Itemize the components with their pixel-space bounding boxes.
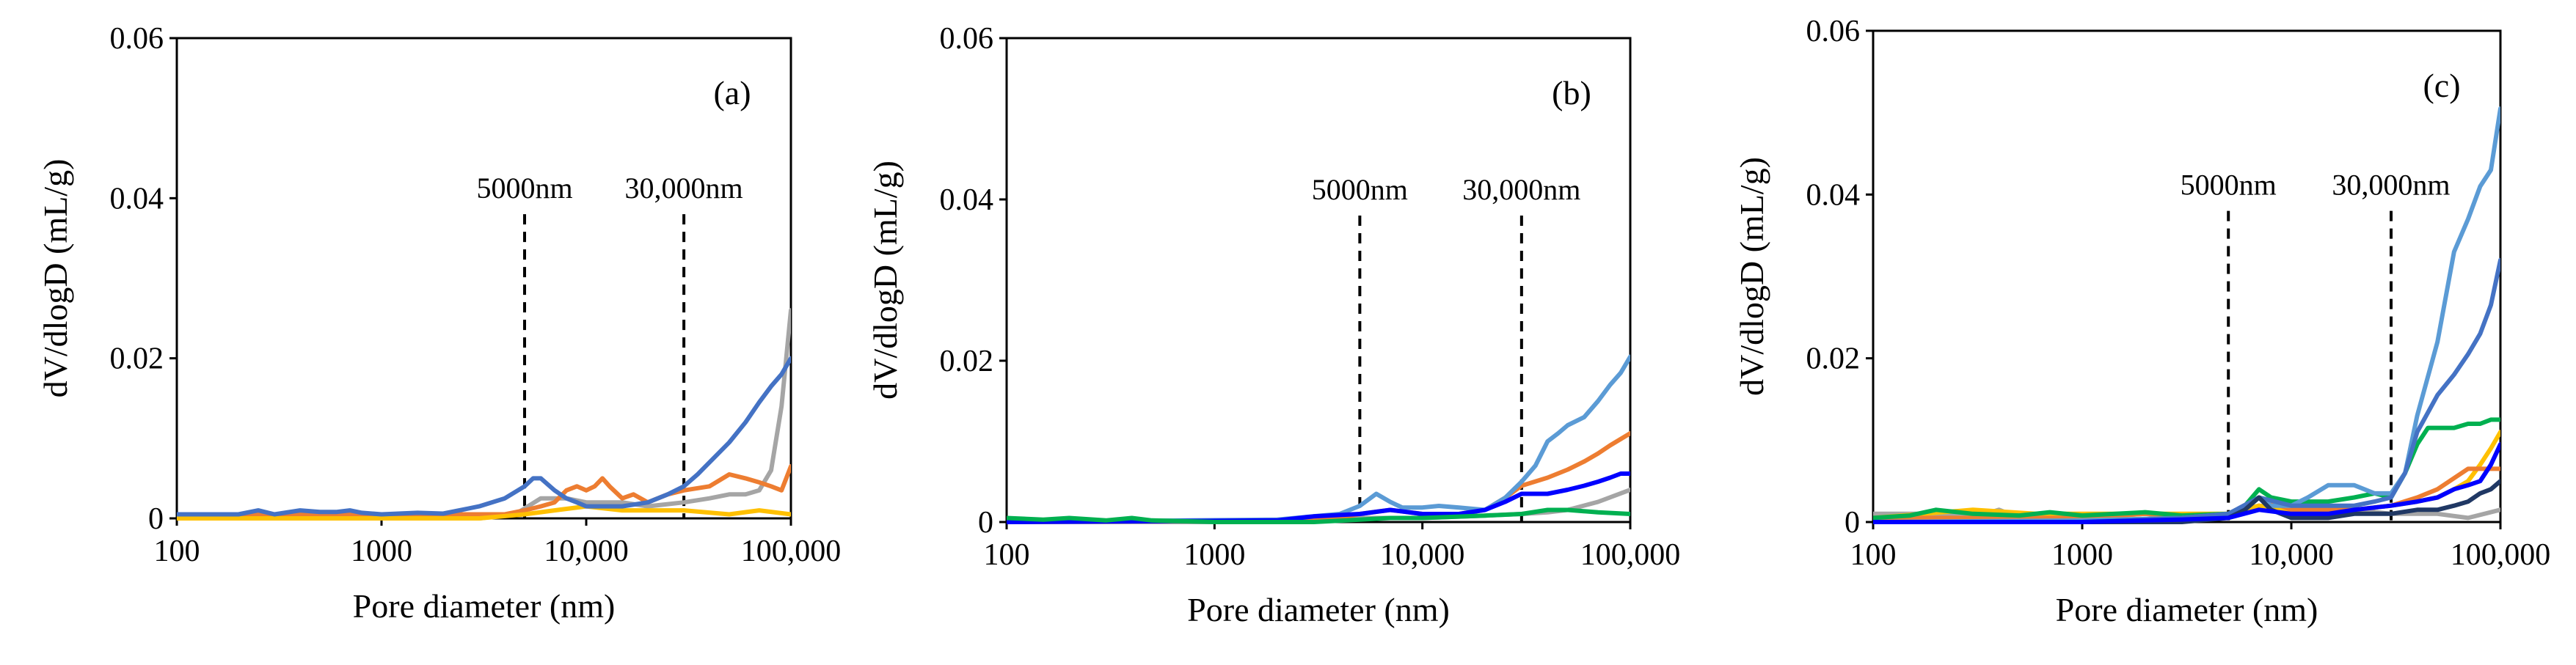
reference-label-2: 30,000nm: [625, 172, 743, 205]
series-line-light-blue: [1007, 354, 1630, 524]
reference-label-1: 5000nm: [476, 172, 572, 205]
reference-label-1: 5000nm: [1312, 173, 1408, 206]
x-tick-label: 1000: [2051, 538, 2113, 572]
series-line-yellow: [177, 504, 791, 521]
reference-label-2: 30,000nm: [2332, 169, 2450, 202]
y-tick-label: 0: [148, 502, 164, 536]
reference-label-2: 30,000nm: [1462, 173, 1580, 206]
x-tick-label: 100,000: [741, 534, 842, 568]
x-axis-title: Pore diameter (nm): [1187, 591, 1450, 628]
series-line-blue: [1007, 471, 1630, 524]
x-tick-label: 100: [984, 538, 1030, 572]
x-tick-label: 100,000: [1580, 538, 1681, 572]
y-tick-label: 0.04: [940, 183, 994, 217]
y-tick-label: 0.06: [940, 22, 994, 56]
y-tick-label: 0: [978, 506, 993, 540]
x-tick-label: 10,000: [544, 534, 629, 568]
series-line-green: [1007, 507, 1630, 524]
x-tick-label: 10,000: [2249, 538, 2334, 572]
series-line-blue: [177, 356, 791, 517]
y-tick-label: 0: [1845, 506, 1860, 540]
series-line-orange: [1007, 431, 1630, 524]
panel-label: (b): [1552, 74, 1591, 111]
plot-frame: [1005, 37, 1632, 523]
x-tick-label: 100: [154, 534, 200, 568]
y-axis-title: dV/dlogD (mL/g): [866, 161, 904, 400]
y-axis-title: dV/dlogD (mL/g): [1733, 157, 1770, 396]
series-line-green: [1873, 417, 2500, 521]
x-tick-label: 100: [1850, 538, 1897, 572]
x-tick-label: 100,000: [2451, 538, 2551, 572]
y-tick-label: 0.02: [940, 345, 994, 378]
y-axis-title: dV/dlogD (mL/g): [37, 159, 74, 398]
x-axis-title: Pore diameter (nm): [2056, 591, 2318, 628]
x-tick-label: 1000: [1183, 538, 1245, 572]
series-line-blue: [1873, 257, 2500, 524]
panel-label: (a): [713, 74, 751, 111]
y-tick-label: 0.04: [110, 182, 164, 216]
series-line-orange: [177, 464, 791, 517]
reference-label-1: 5000nm: [2181, 169, 2277, 202]
plot-frame: [175, 37, 792, 520]
y-tick-label: 0.06: [110, 22, 164, 56]
panel-label: (c): [2423, 67, 2460, 104]
x-axis-title: Pore diameter (nm): [353, 587, 616, 625]
plot-frame: [1872, 29, 2502, 523]
y-tick-label: 0.02: [110, 342, 164, 376]
chart-panel-1: 0 0.02 0.04 0.06 100 1000 10,000 100,000 Pore di…: [37, 22, 841, 625]
x-tick-label: 1000: [351, 534, 412, 568]
y-tick-label: 0.04: [1806, 178, 1861, 212]
chart-panel-2: 0 0.02 0.04 0.06 100 1000 10,000 100,000 Pore di…: [866, 22, 1680, 628]
x-tick-label: 10,000: [1380, 538, 1465, 572]
y-tick-label: 0.02: [1806, 342, 1861, 376]
series-line-royal-blue: [1873, 441, 2500, 524]
chart-panel-3: 0 0.02 0.04 0.06 100 1000 10,000 100,000 Pore di…: [1733, 15, 2550, 628]
y-tick-label: 0.06: [1806, 15, 1861, 48]
